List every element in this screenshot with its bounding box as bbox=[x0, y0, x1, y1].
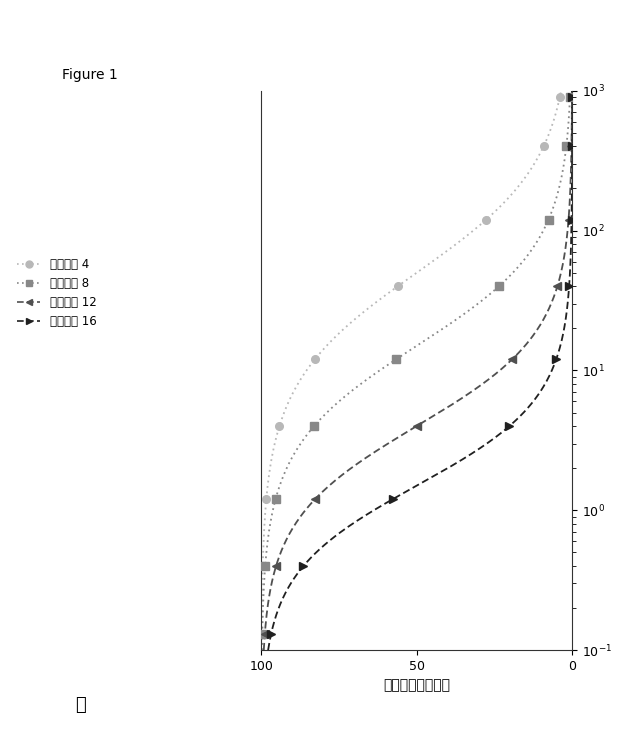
Text: ＜: ＜ bbox=[75, 696, 85, 714]
Legend: ラウンド 4, ラウンド 8, ラウンド 12, ラウンド 16: ラウンド 4, ラウンド 8, ラウンド 12, ラウンド 16 bbox=[12, 253, 101, 333]
Text: Figure 1: Figure 1 bbox=[62, 68, 118, 82]
X-axis label: 結合阻害率（％）: 結合阻害率（％） bbox=[383, 678, 450, 692]
